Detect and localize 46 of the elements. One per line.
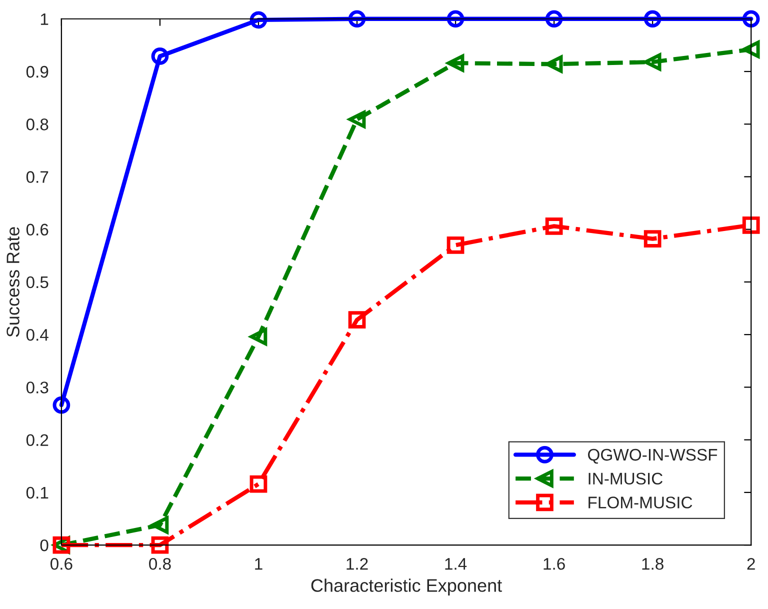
point (250, 11, 268, 29)
point (545, 55, 563, 73)
y-tick-label: 0.5 (26, 276, 48, 288)
x-tick-label: 1 (255, 558, 262, 570)
point (151, 48, 169, 65)
point (446, 54, 464, 72)
point (742, 10, 760, 28)
legend-label: IN-MUSIC (588, 472, 663, 485)
y-tick-label: 0.3 (26, 382, 48, 394)
y-tick-label: 1 (40, 13, 48, 25)
y-tick-label: 0.6 (26, 224, 48, 236)
point (742, 40, 760, 58)
y-tick-label: 0.1 (26, 486, 48, 499)
point (348, 10, 366, 28)
legend-label: FLOM-MUSIC (588, 496, 692, 508)
point (250, 328, 268, 346)
point (348, 110, 366, 128)
y-tick-label: 0 (40, 539, 48, 552)
y-axis-title: Success Rate (6, 227, 20, 337)
point (644, 53, 662, 71)
point (742, 216, 760, 234)
x-tick-label: 2 (747, 558, 755, 570)
x-tick-label: 1.2 (346, 558, 368, 570)
y-tick-label: 0.7 (26, 171, 48, 183)
x-tick-label: 1.8 (642, 558, 664, 570)
x-tick-label: 0.6 (50, 558, 72, 570)
x-axis-title: Characteristic Exponent (311, 578, 502, 596)
point (250, 475, 268, 493)
point (52, 396, 70, 414)
x-tick-label: 1.4 (445, 558, 467, 570)
x-tick-label: 0.8 (149, 558, 171, 570)
y-tick-label: 0.4 (26, 328, 48, 341)
x-tick-label: 1.6 (544, 558, 565, 570)
point (644, 10, 662, 28)
point (446, 10, 464, 28)
point (545, 218, 563, 235)
y-tick-label: 0.8 (26, 118, 48, 130)
point (348, 311, 366, 329)
point (151, 516, 169, 534)
point (545, 10, 563, 28)
y-tick-label: 0.2 (26, 434, 48, 446)
point (644, 230, 662, 248)
legend-label: QGWO-IN-WSSF (588, 448, 718, 464)
point (446, 236, 464, 254)
y-tick-label: 0.9 (26, 66, 48, 78)
point (151, 536, 169, 554)
